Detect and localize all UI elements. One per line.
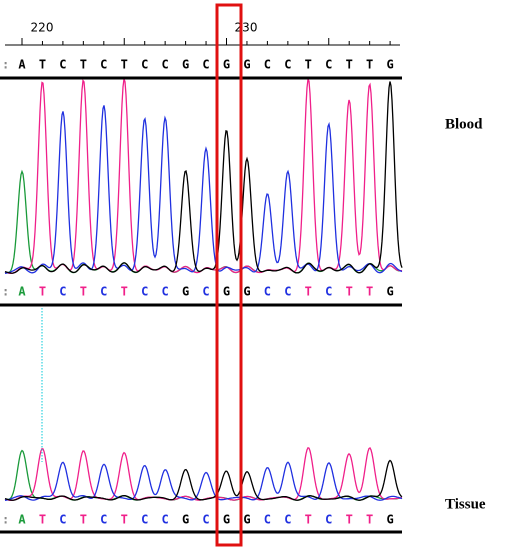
base-call: C bbox=[100, 513, 107, 527]
base-call: C bbox=[141, 285, 148, 299]
base-call: T bbox=[80, 58, 87, 72]
base-call: A bbox=[18, 58, 26, 72]
base-call: T bbox=[39, 58, 46, 72]
base-call: T bbox=[39, 285, 46, 299]
base-call: A bbox=[18, 513, 26, 527]
sample-label: Tissue bbox=[445, 496, 486, 512]
base-call: G bbox=[182, 285, 189, 299]
base-call: G bbox=[243, 285, 250, 299]
base-call: T bbox=[305, 58, 312, 72]
base-call: T bbox=[366, 58, 373, 72]
base-call: T bbox=[121, 513, 128, 527]
trace-g bbox=[4, 459, 403, 501]
highlight-box bbox=[215, 3, 243, 547]
base-colon: : bbox=[2, 285, 9, 299]
base-call: C bbox=[162, 513, 169, 527]
base-call: C bbox=[202, 513, 209, 527]
traces bbox=[4, 76, 403, 502]
base-call: T bbox=[346, 58, 353, 72]
base-call: C bbox=[264, 285, 271, 299]
base-call: C bbox=[325, 285, 332, 299]
base-call: T bbox=[80, 513, 87, 527]
base-call: G bbox=[243, 58, 250, 72]
base-call: T bbox=[305, 285, 312, 299]
base-colon: : bbox=[2, 58, 9, 72]
base-call: T bbox=[80, 285, 87, 299]
base-call: G bbox=[386, 58, 393, 72]
base-call: G bbox=[243, 513, 250, 527]
base-call: C bbox=[202, 58, 209, 72]
base-call: C bbox=[162, 58, 169, 72]
base-colon: : bbox=[2, 513, 9, 527]
base-call: C bbox=[162, 285, 169, 299]
base-call: C bbox=[100, 58, 107, 72]
trace-t bbox=[4, 446, 403, 502]
base-call: T bbox=[346, 285, 353, 299]
base-call: C bbox=[284, 285, 291, 299]
base-call: G bbox=[223, 513, 230, 527]
ruler-label: 230 bbox=[235, 21, 258, 35]
trace-c bbox=[4, 461, 403, 501]
base-call: C bbox=[325, 513, 332, 527]
base-call: T bbox=[366, 285, 373, 299]
ruler-label: 220 bbox=[31, 21, 54, 35]
base-call: C bbox=[202, 285, 209, 299]
trace-c bbox=[4, 105, 403, 274]
base-call: G bbox=[386, 513, 393, 527]
base-call: A bbox=[18, 285, 26, 299]
base-call: G bbox=[182, 58, 189, 72]
base-call: C bbox=[59, 513, 66, 527]
base-call: G bbox=[182, 513, 189, 527]
base-call: C bbox=[59, 58, 66, 72]
base-call: C bbox=[141, 58, 148, 72]
base-call: T bbox=[39, 513, 46, 527]
base-call: T bbox=[121, 285, 128, 299]
base-call: G bbox=[223, 58, 230, 72]
base-call: C bbox=[59, 285, 66, 299]
base-call: C bbox=[284, 58, 291, 72]
base-call: T bbox=[346, 513, 353, 527]
sample-label: Blood bbox=[445, 116, 483, 132]
trace-g bbox=[4, 81, 403, 274]
base-call: C bbox=[264, 58, 271, 72]
base-call: T bbox=[305, 513, 312, 527]
base-call: T bbox=[121, 58, 128, 72]
base-call: G bbox=[386, 285, 393, 299]
base-call: C bbox=[284, 513, 291, 527]
base-call: C bbox=[264, 513, 271, 527]
base-call: C bbox=[141, 513, 148, 527]
base-call: C bbox=[100, 285, 107, 299]
base-call: C bbox=[325, 58, 332, 72]
base-call: T bbox=[366, 513, 373, 527]
base-call: G bbox=[223, 285, 230, 299]
